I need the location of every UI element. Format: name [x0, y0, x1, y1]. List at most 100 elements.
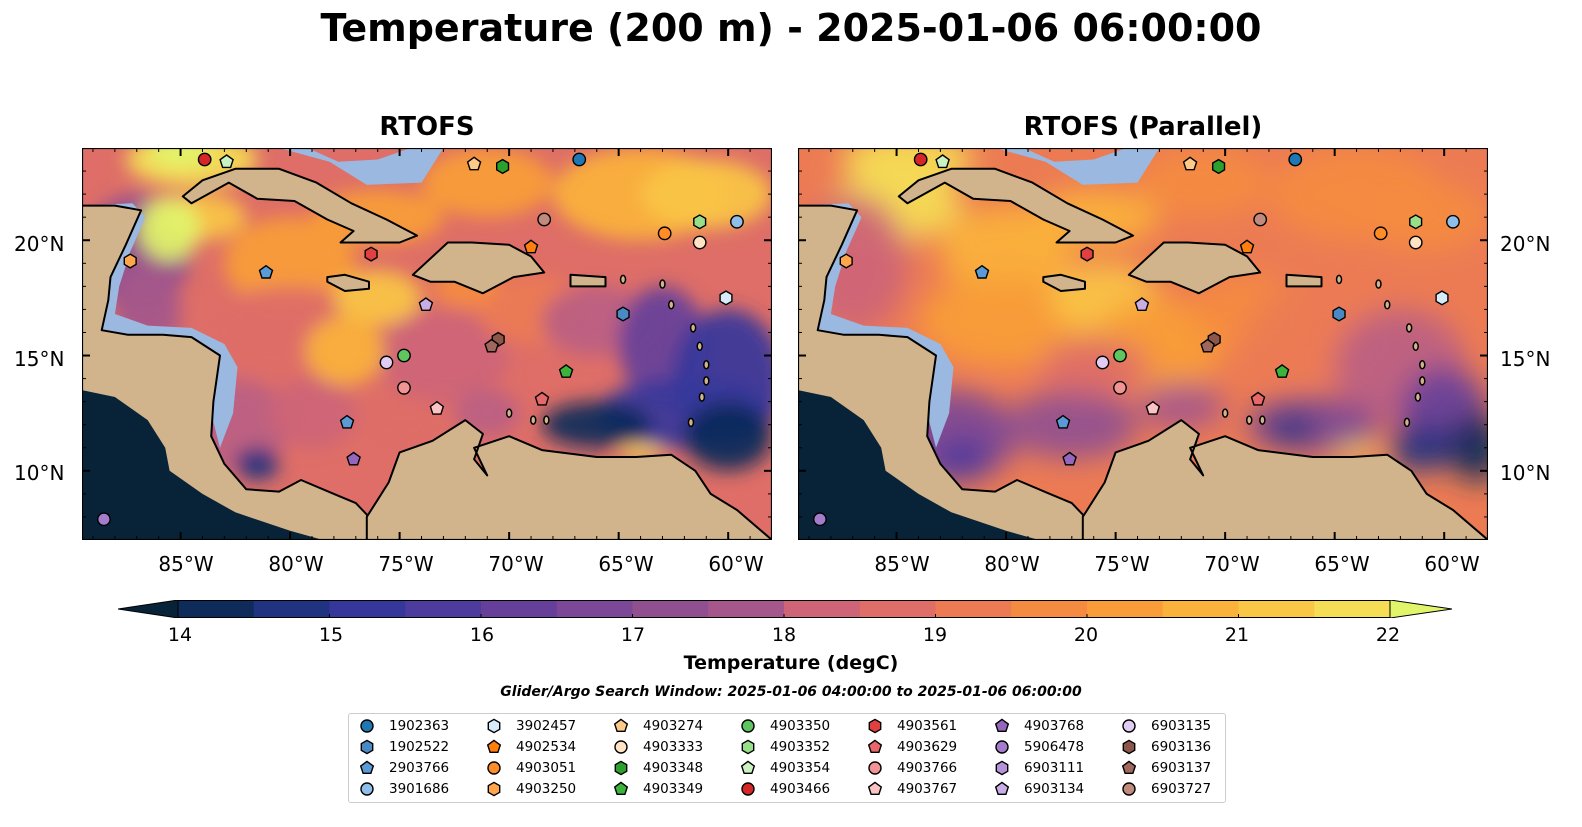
colorbar-extend-low [118, 600, 179, 618]
x-tick-label: 85°W [874, 552, 930, 576]
float-marker [1113, 380, 1127, 395]
colorbar-tick-label: 16 [469, 624, 495, 646]
colorbar-segment [329, 600, 406, 618]
colorbar-segment [632, 600, 709, 618]
legend-label: 4902534 [516, 739, 577, 755]
legend-marker-icon [360, 782, 374, 796]
legend-marker [741, 739, 755, 755]
float-marker [1274, 364, 1290, 378]
legend-marker-icon [741, 782, 755, 796]
float-marker [1095, 355, 1110, 370]
island [1419, 376, 1426, 386]
island [1375, 279, 1382, 289]
legend-label: 4903466 [770, 781, 831, 797]
x-tick-label: 70°W [1204, 552, 1260, 576]
island [1403, 417, 1411, 428]
float-marker [558, 364, 574, 378]
colorbar-segment [1011, 600, 1088, 618]
float-marker [523, 239, 539, 254]
float-marker [496, 158, 510, 175]
legend-item: 6903135 [1121, 716, 1211, 736]
island [1383, 300, 1391, 310]
island [698, 392, 706, 402]
legend-marker [614, 740, 628, 754]
legend-marker-icon [487, 761, 501, 775]
colorbar-segment [1314, 600, 1391, 618]
float-marker [1288, 152, 1303, 167]
legend-marker-icon [741, 719, 755, 733]
legend-label: 1902363 [389, 718, 450, 734]
float-marker [379, 355, 394, 370]
legend-marker-icon [1122, 739, 1136, 755]
float-marker [730, 214, 744, 229]
legend-marker-icon [741, 739, 755, 755]
colorbar-label: Temperature (degC) [683, 652, 899, 674]
island [1245, 415, 1253, 425]
legend-item: 1902522 [359, 737, 449, 757]
float-marker [572, 152, 587, 167]
colorbar-segment [784, 600, 861, 618]
float-marker [616, 306, 630, 322]
island [1259, 415, 1266, 425]
legend-item: 4903354 [740, 758, 830, 778]
island [687, 417, 695, 428]
island [689, 323, 697, 333]
island [543, 415, 550, 425]
legend-marker-icon [994, 718, 1010, 733]
float-marker [692, 235, 707, 250]
legend-label: 4903274 [643, 718, 704, 734]
legend-item: 4903350 [740, 716, 830, 736]
x-tick-label: 85°W [158, 552, 214, 576]
colorbar-segment [1162, 600, 1239, 618]
legend-marker-icon [1122, 719, 1136, 733]
legend-label: 4903767 [897, 781, 958, 797]
cuba-land [181, 167, 419, 244]
float-legend: 1902363 1902522 2903766 3901686 3902457 49025… [348, 713, 1226, 803]
legend-item: 4903352 [740, 737, 830, 757]
legend-label: 6903137 [1151, 760, 1212, 776]
legend-label: 4903629 [897, 739, 958, 755]
colorbar-segment [1238, 600, 1315, 618]
legend-marker-icon [487, 718, 501, 734]
float-marker [1200, 338, 1215, 353]
legend-marker [360, 739, 374, 755]
shallow-shelf [995, 148, 1160, 185]
shallow-shelf [279, 148, 444, 185]
float-marker [1409, 214, 1423, 230]
colorbar-tick-label: 17 [620, 624, 646, 646]
legend-marker [868, 718, 882, 734]
legend-label: 4903561 [897, 718, 958, 734]
island [667, 300, 675, 310]
float-marker [258, 264, 274, 279]
legend-marker-icon [359, 760, 375, 775]
puerto-rico-land [569, 273, 607, 288]
legend-marker [1122, 719, 1136, 733]
float-marker [813, 512, 827, 527]
legend-marker [867, 781, 883, 796]
legend-item: 4903768 [994, 716, 1084, 736]
island [1405, 323, 1413, 333]
legend-marker [614, 760, 628, 776]
legend-item: 6903137 [1121, 758, 1211, 778]
colorbar-tick-label: 15 [318, 624, 344, 646]
legend-marker [995, 740, 1009, 754]
legend-marker [868, 761, 882, 775]
colorbar-segment [708, 600, 785, 618]
x-tick-label: 80°W [984, 552, 1040, 576]
legend-marker [613, 718, 629, 733]
temperature-map-rtofs-parallel [798, 148, 1488, 540]
legend-marker-icon [995, 740, 1009, 754]
float-marker [197, 152, 212, 167]
legend-marker-icon [360, 739, 374, 755]
hispaniola-land [411, 241, 546, 295]
x-tick-label: 70°W [488, 552, 544, 576]
island [1419, 360, 1426, 370]
legend-label: 4903354 [770, 760, 831, 776]
float-marker [1332, 306, 1346, 322]
float-marker [1373, 226, 1388, 241]
float-marker [397, 348, 411, 363]
colorbar-tick-label: 14 [167, 624, 193, 646]
colorbar-segment [405, 600, 482, 618]
float-marker [397, 380, 411, 395]
float-marker [719, 290, 733, 306]
